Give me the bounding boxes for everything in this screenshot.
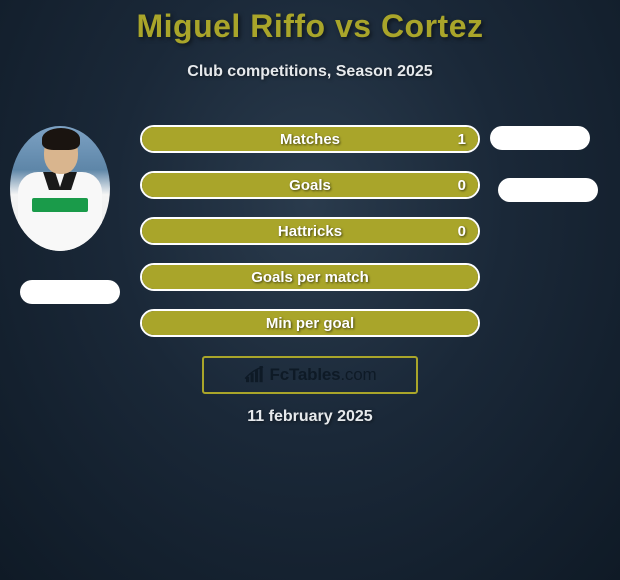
stat-row-min-per-goal: Min per goal xyxy=(140,309,480,337)
player-left-avatar xyxy=(10,126,110,251)
brand-text: FcTables.com xyxy=(270,365,377,385)
stat-row-hattricks: Hattricks 0 xyxy=(140,217,480,245)
comparison-infographic: Miguel Riffo vs Cortez Club competitions… xyxy=(0,0,620,580)
stat-value: 0 xyxy=(458,223,466,240)
bar-chart-icon xyxy=(244,366,266,384)
jersey-sponsor xyxy=(32,198,88,212)
hair xyxy=(42,128,80,150)
stat-row-goals: Goals 0 xyxy=(140,171,480,199)
brand-suffix: .com xyxy=(340,365,376,384)
subtitle: Club competitions, Season 2025 xyxy=(0,63,620,81)
stat-value: 1 xyxy=(458,131,466,148)
stat-pill-right xyxy=(498,178,598,202)
stat-label: Goals per match xyxy=(251,269,369,286)
stat-pill-left xyxy=(20,280,120,304)
stat-label: Hattricks xyxy=(278,223,342,240)
brand-badge: FcTables.com xyxy=(202,356,418,394)
stat-label: Matches xyxy=(280,131,340,148)
stat-pill-right xyxy=(490,126,590,150)
date-text: 11 february 2025 xyxy=(0,408,620,426)
stat-value: 0 xyxy=(458,177,466,194)
stat-row-goals-per-match: Goals per match xyxy=(140,263,480,291)
stat-label: Min per goal xyxy=(266,315,354,332)
brand-name: FcTables xyxy=(270,365,341,384)
page-title: Miguel Riffo vs Cortez xyxy=(0,0,620,45)
stat-label: Goals xyxy=(289,177,331,194)
stat-row-matches: Matches 1 xyxy=(140,125,480,153)
stat-rows: Matches 1 Goals 0 Hattricks 0 Goals per … xyxy=(140,125,480,355)
